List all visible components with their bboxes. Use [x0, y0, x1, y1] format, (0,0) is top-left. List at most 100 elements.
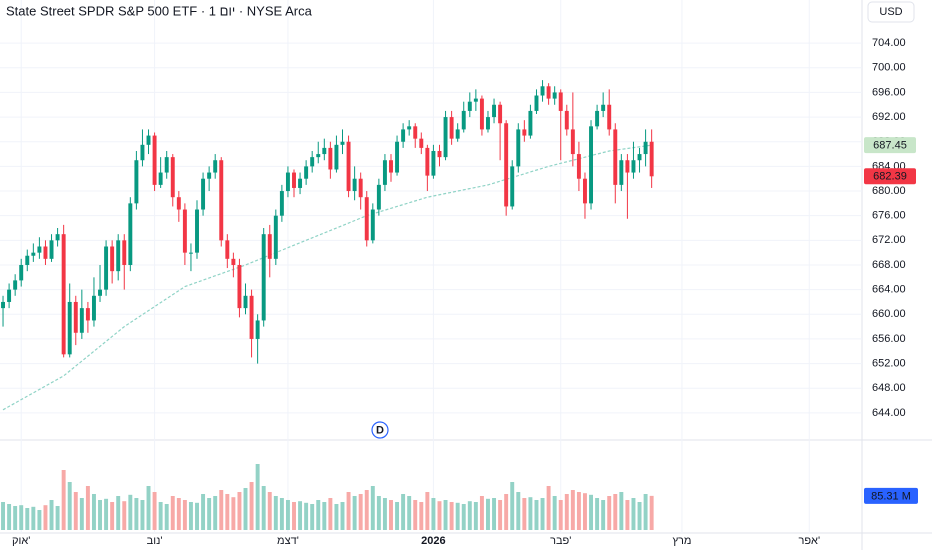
y-tick-label: 660.00 — [872, 308, 906, 320]
candle-body — [540, 86, 545, 96]
volume-bar — [207, 498, 212, 530]
volume-bar — [219, 490, 224, 530]
volume-bar — [534, 500, 539, 530]
y-tick-label: 668.00 — [872, 259, 906, 271]
volume-bar — [91, 494, 96, 530]
volume-bar — [292, 502, 296, 530]
volume-bar — [13, 506, 18, 530]
candle-body — [25, 255, 30, 265]
candle-body — [43, 246, 48, 259]
candle-body — [219, 160, 224, 241]
candle-body — [146, 135, 151, 145]
volume-bar — [25, 508, 30, 530]
candle-body — [110, 246, 115, 272]
candle-body — [407, 126, 412, 130]
y-tick-label: 676.00 — [872, 210, 906, 222]
price-label: 682.39 — [873, 171, 907, 183]
volume-bar — [310, 504, 315, 530]
candle-body — [13, 280, 18, 290]
event-marker-label: D — [376, 424, 384, 436]
candle-body — [279, 191, 284, 216]
candle-body — [201, 178, 206, 210]
candle-body — [443, 117, 448, 158]
volume-bar — [473, 502, 478, 530]
candle-body — [85, 308, 90, 321]
volume-bar — [285, 500, 290, 530]
volume-bar — [346, 492, 351, 530]
candle-body — [607, 104, 612, 130]
candle-body — [570, 129, 575, 155]
candle-body — [576, 154, 581, 179]
volume-bar — [104, 498, 109, 530]
volume-bar — [504, 494, 509, 530]
candle-body — [564, 110, 569, 130]
volume-bar — [98, 500, 102, 530]
candle-body — [510, 166, 515, 207]
volume-bar — [322, 502, 327, 530]
candle-body — [316, 154, 321, 158]
candle-body — [19, 264, 24, 281]
y-tick-label: 656.00 — [872, 333, 906, 345]
volume-bar — [316, 500, 321, 530]
volume-bar — [128, 494, 133, 530]
volume-bar — [589, 494, 594, 530]
volume-bar — [601, 500, 606, 530]
volume-bar — [134, 498, 139, 530]
volume-bar — [146, 486, 151, 530]
volume-bar — [413, 500, 418, 530]
volume-bar — [643, 494, 648, 530]
x-tick-label: דצמ' — [277, 535, 299, 547]
candle-body — [1, 301, 6, 309]
volume-bar — [340, 502, 345, 530]
volume-bar — [595, 498, 600, 530]
volume-bar — [49, 500, 54, 530]
currency[interactable]: USD — [879, 6, 902, 18]
volume-bar — [370, 486, 375, 530]
volume-bar — [619, 492, 624, 530]
candle-body — [134, 160, 139, 204]
y-tick-label: 704.00 — [872, 37, 906, 49]
candle-body — [273, 215, 278, 259]
candle-body — [255, 320, 260, 339]
y-tick-label: 680.00 — [872, 185, 906, 197]
volume-bar — [73, 492, 78, 530]
volume-bar — [201, 494, 206, 530]
candle-body — [504, 123, 509, 207]
candle-body — [188, 252, 193, 254]
candle-body — [522, 129, 527, 136]
candle-body — [285, 172, 290, 192]
candle-body — [431, 150, 436, 176]
volume-bar — [613, 494, 618, 530]
candle-body — [182, 209, 187, 253]
event-marker — [371, 421, 389, 439]
candle-body — [55, 234, 60, 241]
candle-body — [170, 157, 175, 198]
candle-body — [625, 160, 630, 173]
candle-body — [613, 129, 618, 185]
volume-bar — [649, 495, 654, 530]
candle-body — [322, 147, 327, 155]
candle-body — [267, 234, 272, 259]
candle-body — [104, 246, 109, 290]
candle-body — [231, 258, 236, 265]
candle-body — [479, 98, 484, 130]
x-tick-label: מרץ — [672, 535, 691, 547]
volume-bar — [382, 498, 387, 530]
candle-body — [237, 264, 242, 309]
candle-body — [376, 184, 381, 210]
volume-bar — [576, 492, 581, 530]
volume-bar — [195, 502, 199, 530]
candle-body — [91, 295, 96, 321]
x-tick-label: נוב' — [147, 535, 163, 547]
volume-bar — [158, 502, 163, 530]
y-tick-label: 648.00 — [872, 382, 906, 394]
currency-button[interactable] — [867, 1, 915, 23]
grid — [0, 0, 862, 533]
volume-bar — [637, 502, 642, 530]
x-tick-label: אפר' — [798, 535, 820, 547]
candle-body — [461, 110, 466, 130]
candle-body — [486, 117, 490, 130]
volume-bar — [607, 496, 612, 530]
